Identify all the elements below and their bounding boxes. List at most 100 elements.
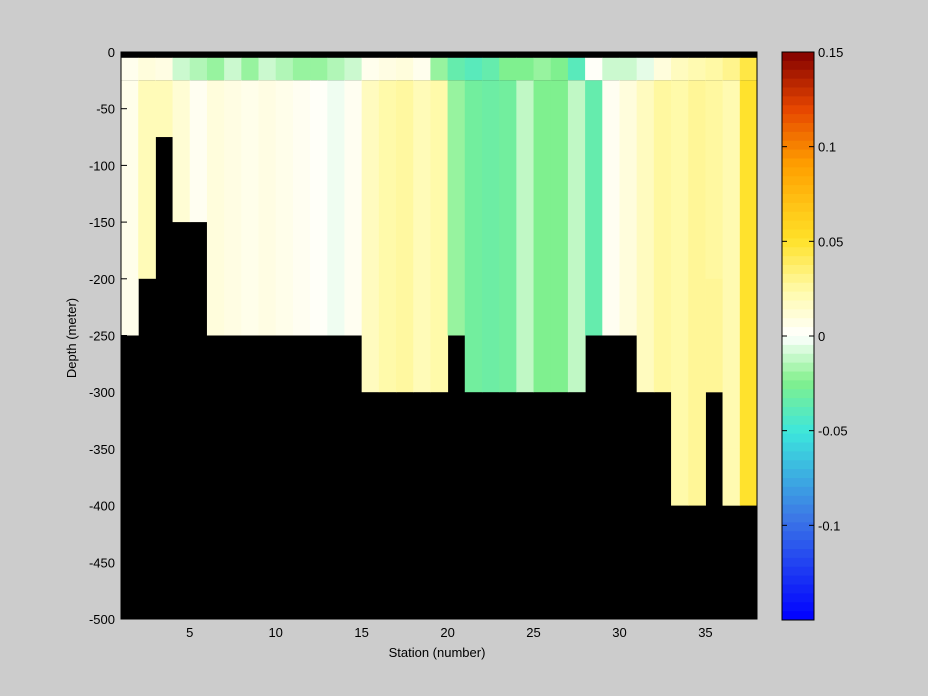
colorbar-segment [782,602,814,612]
x-tick-label: 35 [698,625,712,640]
colorbar-tick-label: 0 [818,329,825,344]
colorbar-segment [782,362,814,372]
colorbar-segment [782,353,814,364]
heatmap-cell [481,57,500,81]
y-tick-label: -150 [89,215,115,230]
colorbar-segment [782,202,814,213]
colorbar-segment [782,540,814,550]
heatmap-cell [121,57,139,81]
heatmap-cell [481,80,500,393]
heatmap-cell [224,57,242,81]
colorbar-segment [782,424,814,435]
heatmap-cell [344,57,363,81]
colorbar-tick-label: 0.15 [818,45,843,60]
colorbar-segment [782,194,814,204]
y-tick-label: -350 [89,442,115,457]
heatmap-cell [292,80,311,336]
heatmap-cell [378,80,397,393]
heatmap-cell [602,80,620,336]
colorbar-segment [782,265,814,275]
colorbar-tick-label: 0.1 [818,140,836,155]
heatmap-cell [155,80,174,138]
heatmap-cell [155,57,174,81]
colorbar-segment [782,60,814,71]
colorbar-segment [782,566,814,577]
heatmap-cell [224,80,242,336]
colorbar-segment [782,158,814,168]
colorbar-segment [782,300,814,310]
y-tick-label: -200 [89,272,115,287]
heatmap-cell [430,57,449,81]
heatmap-cell [602,57,620,81]
colorbar-segment [782,407,814,417]
heatmap-cell [292,57,311,81]
colorbar-segment [782,256,814,266]
colorbar-segment [782,593,814,603]
colorbar-segment [782,149,814,159]
x-tick-label: 25 [526,625,540,640]
colorbar-segment [782,415,814,426]
heatmap-cell [396,57,414,81]
colorbar-segment [782,96,814,106]
heatmap-cell [533,57,552,81]
heatmap-cell [430,80,449,393]
colorbar-segment [782,460,814,470]
heatmap-cell [189,80,208,223]
heatmap-cell [705,57,724,81]
heatmap-cell [585,80,603,336]
colorbar-segment [782,344,814,355]
heatmap-cell [172,80,191,223]
x-tick-label: 5 [186,625,193,640]
colorbar-tick-label: -0.05 [818,424,848,439]
colorbar-segment [782,389,814,399]
heatmap-cell [121,80,139,336]
colorbar-segment [782,185,814,195]
colorbar-segment [782,398,814,408]
colorbar-segment [782,495,814,506]
colorbar-segment [782,105,814,115]
colorbar-segment [782,611,814,621]
y-tick-label: -50 [96,102,115,117]
colorbar-segment [782,69,814,80]
colorbar-segment [782,433,814,443]
heatmap-cell [396,80,414,393]
colorbar-segment [782,247,814,257]
heatmap-cell [499,57,517,81]
heatmap-cell [258,80,277,336]
colorbar-segment [782,584,814,594]
colorbar-segment [782,167,814,177]
heatmap-cell [172,57,191,81]
colorbar-segment [782,380,814,390]
heatmap-cell [671,80,689,506]
colorbar-segment [782,114,814,124]
colorbar-segment [782,504,814,514]
colorbar-segment [782,451,814,461]
heatmap-cell [464,57,483,81]
heatmap-cell [499,80,517,393]
colorbar-tick-label: -0.1 [818,518,840,533]
y-tick-label: -500 [89,612,115,627]
heatmap-cell [275,57,294,81]
heatmap-cell [189,57,208,81]
y-tick-label: -100 [89,158,115,173]
heatmap-cell [722,392,741,449]
colorbar-segment [782,478,814,488]
y-tick-label: -300 [89,385,115,400]
y-tick-label: -250 [89,329,115,344]
heatmap-cell [550,80,569,393]
colorbar-tick-label: 0.05 [818,234,843,249]
colorbar-segment [782,327,814,337]
heatmap-cell [310,57,328,81]
heatmap-cell [585,57,603,81]
heatmap-cell [653,80,672,393]
x-tick-label: 10 [268,625,282,640]
heatmap-cell [258,57,277,81]
colorbar-segment [782,291,814,301]
colorbar-segment [782,282,814,293]
colorbar-segment [782,273,814,284]
colorbar: 0.15 0.1 0.05 0 -0.05 -0.1 [781,45,848,621]
heatmap-cell [310,80,328,336]
y-axis-label: Depth (meter) [64,298,79,378]
heatmap-cell [705,335,724,393]
colorbar-segment [782,371,814,381]
